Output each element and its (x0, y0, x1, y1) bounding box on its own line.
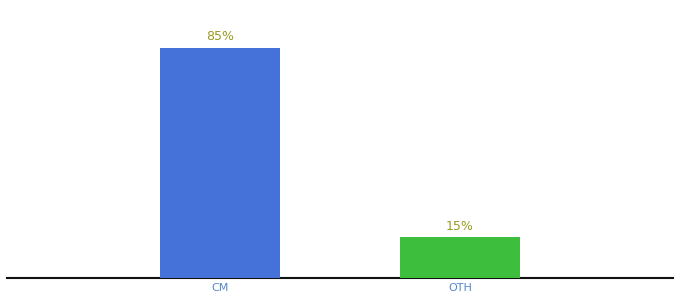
Text: 15%: 15% (446, 220, 474, 233)
Text: 85%: 85% (206, 31, 234, 44)
Bar (160, 47, 280, 278)
Bar (400, 237, 520, 278)
